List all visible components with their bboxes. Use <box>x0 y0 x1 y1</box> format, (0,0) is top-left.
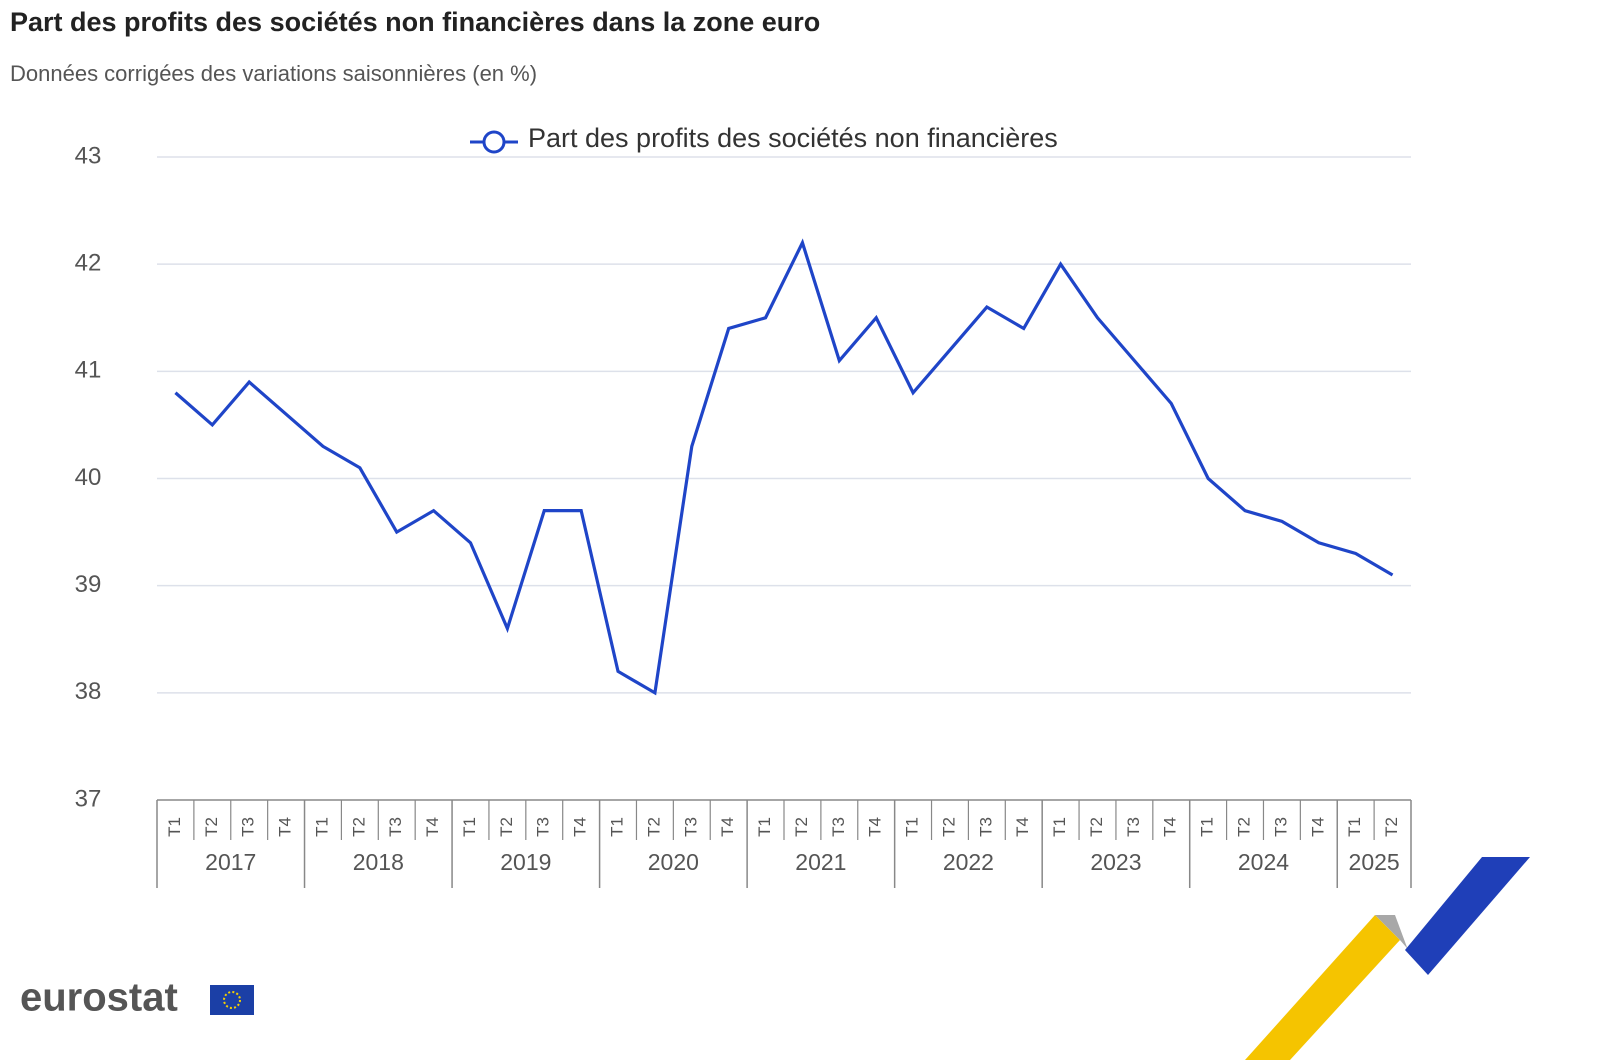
x-tick-label: T2 <box>1382 817 1401 837</box>
swoosh-yellow <box>1245 915 1400 1060</box>
x-tick-label: T3 <box>1271 817 1290 837</box>
series-line <box>174 238 1394 696</box>
x-tick-label: T4 <box>718 817 737 837</box>
x-tick-label: T2 <box>349 817 368 837</box>
x-tick-label: T2 <box>497 817 516 837</box>
y-tick-label: 40 <box>75 464 102 491</box>
chart-subtitle: Données corrigées des variations saisonn… <box>10 61 537 86</box>
logo-text: eurostat <box>20 976 178 1020</box>
flag-stars <box>223 991 241 1009</box>
x-group-label: 2024 <box>1238 849 1289 875</box>
y-tick-label: 39 <box>75 571 102 598</box>
x-tick-label: T1 <box>312 817 331 837</box>
x-tick-label: T2 <box>1235 817 1254 837</box>
x-tick-label: T2 <box>939 817 958 837</box>
x-group-label: 2017 <box>205 849 256 875</box>
x-tick-label: T2 <box>792 817 811 837</box>
swoosh-blue <box>1405 857 1530 975</box>
x-group-label: 2023 <box>1090 849 1141 875</box>
y-tick-label: 38 <box>75 678 102 705</box>
x-tick-label: T1 <box>608 817 627 837</box>
y-tick-label: 43 <box>75 142 102 169</box>
y-tick-label: 37 <box>75 785 102 812</box>
x-tick-label: T4 <box>571 817 590 837</box>
x-tick-label: T4 <box>866 817 885 837</box>
x-group-label: 2021 <box>795 849 846 875</box>
x-tick-label: T2 <box>1087 817 1106 837</box>
x-tick-label: T3 <box>681 817 700 837</box>
x-group-label: 2020 <box>648 849 699 875</box>
x-tick-label: T4 <box>1013 817 1032 837</box>
x-group-label: 2022 <box>943 849 994 875</box>
x-tick-label: T1 <box>460 817 479 837</box>
legend-label: Part des profits des sociétés non financ… <box>528 123 1058 153</box>
x-tick-label: T4 <box>1308 817 1327 837</box>
flag <box>210 985 254 1015</box>
x-tick-label: T4 <box>276 817 295 837</box>
x-group-label: 2019 <box>500 849 551 875</box>
y-tick-label: 41 <box>75 357 102 384</box>
x-tick-label: T3 <box>1124 817 1143 837</box>
x-tick-label: T4 <box>423 817 442 837</box>
x-tick-label: T2 <box>202 817 221 837</box>
chart-title: Part des profits des sociétés non financ… <box>10 7 820 37</box>
x-tick-label: T3 <box>534 817 553 837</box>
x-tick-label: T3 <box>386 817 405 837</box>
x-tick-label: T3 <box>239 817 258 837</box>
x-tick-label: T1 <box>1050 817 1069 837</box>
x-group-label: 2025 <box>1349 849 1400 875</box>
x-tick-label: T3 <box>976 817 995 837</box>
decoration <box>1245 857 1530 1060</box>
x-tick-label: T1 <box>755 817 774 837</box>
x-tick-label: T3 <box>829 817 848 837</box>
y-tick-label: 42 <box>75 250 102 277</box>
x-group-label: 2018 <box>353 849 404 875</box>
legend: Part des profits des sociétés non financ… <box>470 123 1058 154</box>
x-tick-label: T1 <box>1198 817 1217 837</box>
x-tick-label: T1 <box>903 817 922 837</box>
x-tick-label: T1 <box>165 817 184 837</box>
legend-marker <box>482 130 506 154</box>
x-tick-label: T4 <box>1161 817 1180 837</box>
x-tick-label: T2 <box>644 817 663 837</box>
x-tick-label: T1 <box>1345 817 1364 837</box>
logo-flag <box>210 985 254 1015</box>
